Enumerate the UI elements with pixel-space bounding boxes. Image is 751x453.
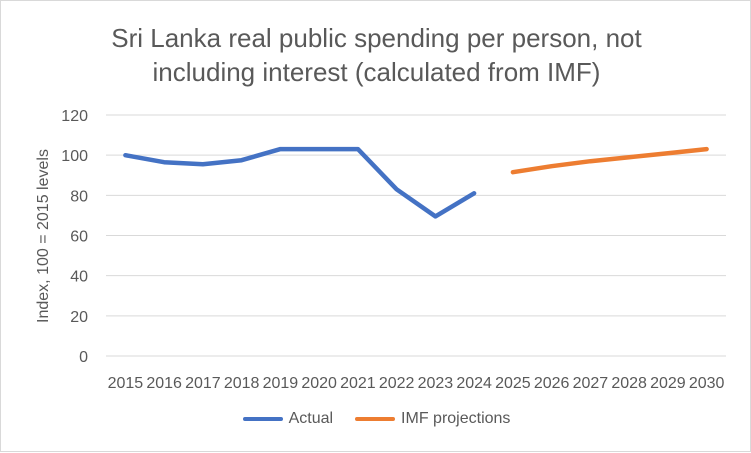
y-tick-label-20: 20 [70,309,88,326]
x-tick-label-2024: 2024 [456,375,492,392]
x-tick-label-2016: 2016 [146,375,182,392]
legend-item-imf-projections: IMF projections [355,410,510,428]
x-tick-label-2028: 2028 [611,375,647,392]
x-tick-label-2021: 2021 [340,375,376,392]
legend-label-imf-projections: IMF projections [401,410,511,427]
x-tick-label-2015: 2015 [108,375,144,392]
legend-label-actual: Actual [288,410,334,427]
chart-title-line-2: including interest (calculated from IMF) [152,57,601,87]
gridlines [106,114,726,357]
y-axis-tick-labels: 0 20 40 60 80 100 120 [61,108,88,366]
y-tick-label-80: 80 [70,188,88,205]
x-tick-label-2023: 2023 [418,375,454,392]
y-tick-label-100: 100 [61,148,88,165]
x-tick-label-2020: 2020 [301,375,337,392]
x-tick-label-2018: 2018 [224,375,260,392]
x-axis-tick-labels: 2015 2016 2017 2018 2019 2020 2021 2022 2023 2024… [108,375,725,392]
series-lines [123,146,709,219]
x-tick-label-2030: 2030 [689,375,725,392]
y-tick-label-60: 60 [70,229,88,246]
legend-swatch-actual [242,417,283,421]
x-tick-label-2017: 2017 [185,375,221,392]
chart-title-line-1: Sri Lanka real public spending per perso… [111,23,642,53]
y-axis-title: Index, 100 = 2015 levels [35,149,52,323]
x-tick-label-2022: 2022 [379,375,415,392]
series-line-imf-projections [510,146,709,175]
x-tick-label-2029: 2029 [650,375,686,392]
series-line-actual [123,146,477,219]
x-tick-label-2026: 2026 [534,375,570,392]
y-tick-label-0: 0 [79,349,88,366]
x-tick-label-2025: 2025 [495,375,531,392]
x-tick-label-2027: 2027 [573,375,609,392]
legend-item-actual: Actual [242,410,334,428]
x-tick-label-2019: 2019 [263,375,299,392]
y-tick-label-120: 120 [61,108,88,125]
legend: Actual IMF projections [1,410,751,428]
y-tick-label-40: 40 [70,269,88,286]
legend-swatch-imf-projections [355,417,396,421]
chart-title: Sri Lanka real public spending per perso… [1,21,751,89]
